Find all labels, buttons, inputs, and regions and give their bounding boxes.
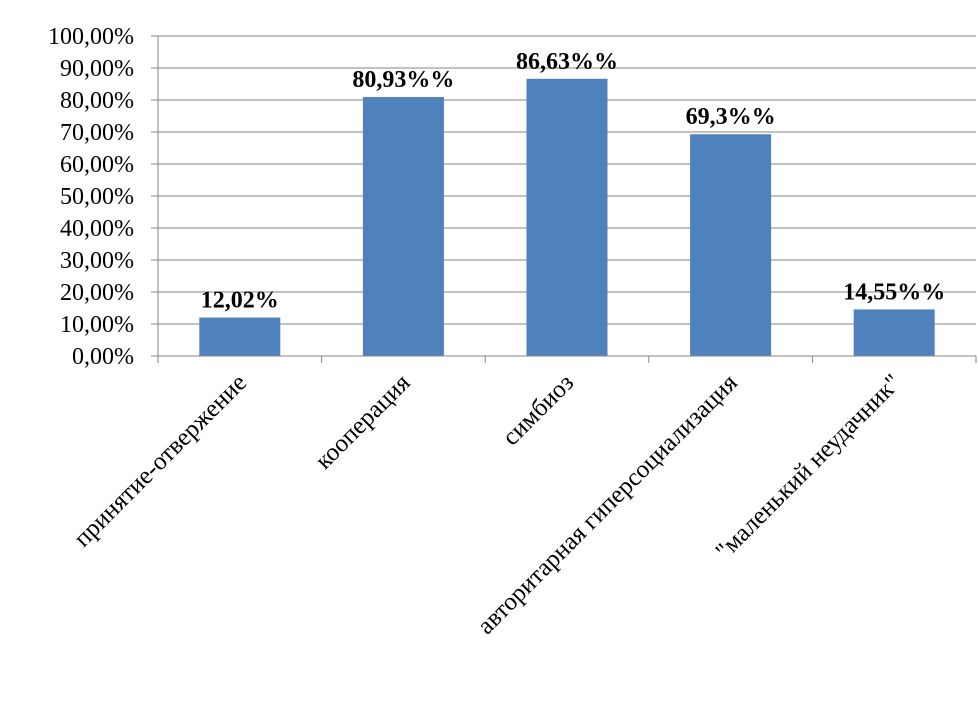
x-category-label: авторитарная гиперсоциализация — [472, 369, 743, 640]
x-category-label: принятие-отвержение — [69, 369, 252, 552]
bars — [199, 78, 935, 357]
data-label: 80,93%% — [352, 67, 454, 93]
y-tick-label: 20,00% — [60, 280, 134, 306]
y-tick-label: 0,00% — [72, 344, 134, 370]
y-tick-label: 50,00% — [60, 184, 134, 210]
bar — [853, 309, 935, 356]
x-category-label: кооперация — [310, 369, 416, 475]
bar — [199, 317, 281, 356]
y-tick-label: 60,00% — [60, 152, 134, 178]
x-category-label: "маленький неудачник" — [711, 369, 907, 565]
y-tick-label: 10,00% — [60, 312, 134, 338]
y-axis-tick-labels: 0,00% 10,00% 20,00% 30,00% 40,00% 50,00% 60,00… — [48, 24, 134, 370]
bar — [526, 78, 608, 356]
data-label: 12,02% — [201, 288, 279, 314]
bar — [362, 97, 444, 357]
axes — [151, 35, 977, 363]
data-label: 69,3%% — [686, 104, 776, 130]
y-tick-label: 90,00% — [60, 56, 134, 82]
y-tick-label: 100,00% — [48, 24, 134, 50]
data-labels: 12,02% 80,93%% 86,63%% 69,3%% 14,55%% — [201, 49, 945, 314]
y-tick-label: 80,00% — [60, 88, 134, 114]
y-tick-label: 30,00% — [60, 248, 134, 274]
data-label: 14,55%% — [843, 279, 945, 305]
x-category-label: симбиоз — [497, 369, 579, 451]
y-tick-label: 70,00% — [60, 120, 134, 146]
x-axis-category-labels: принятие-отвержение кооперация симбиозавто… — [69, 369, 907, 640]
bar — [690, 134, 772, 356]
data-label: 86,63%% — [516, 49, 618, 75]
y-tick-label: 40,00% — [60, 216, 134, 242]
